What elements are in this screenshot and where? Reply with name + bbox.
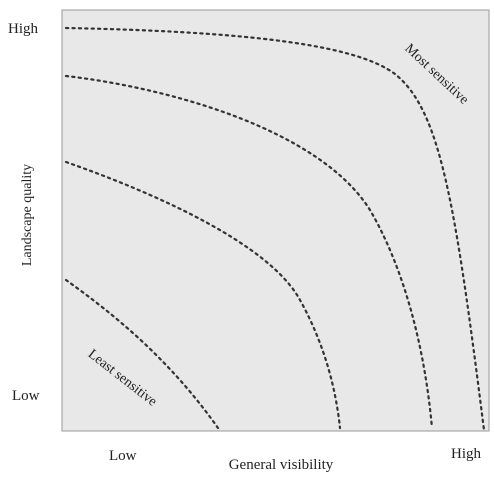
x-axis-high-label: High xyxy=(451,446,482,462)
x-axis-title: General visibility xyxy=(229,457,334,473)
sensitivity-curve-2 xyxy=(64,74,434,430)
plot-area xyxy=(61,9,490,432)
sensitivity-curve-4 xyxy=(64,278,220,430)
x-axis-low-label: Low xyxy=(109,448,137,464)
y-axis-low-label: Low xyxy=(12,388,40,404)
y-axis-title: Landscape quality xyxy=(20,164,35,266)
sensitivity-curve-1 xyxy=(64,26,486,432)
y-axis-high-label: High xyxy=(8,21,39,37)
sensitivity-curve-3 xyxy=(64,160,342,430)
